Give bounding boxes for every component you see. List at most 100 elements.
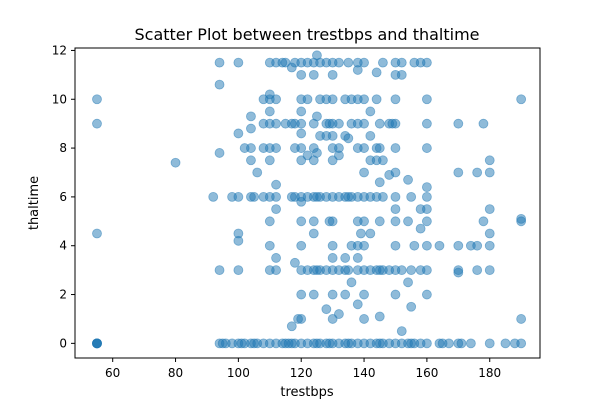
data-point <box>264 240 275 251</box>
x-tick-label: 160 <box>415 366 438 380</box>
data-point <box>421 240 432 251</box>
data-point <box>371 67 382 78</box>
data-point <box>214 79 225 90</box>
data-point <box>359 57 369 68</box>
data-point <box>340 253 351 263</box>
data-point <box>334 309 344 319</box>
data-point <box>500 338 511 349</box>
data-point <box>302 94 313 105</box>
data-point <box>359 216 369 227</box>
data-point <box>233 228 244 239</box>
data-point <box>271 118 281 129</box>
data-point <box>343 265 354 276</box>
data-point <box>271 204 281 215</box>
data-point <box>453 265 464 276</box>
data-point <box>378 191 388 202</box>
data-point <box>484 265 495 276</box>
data-point <box>286 321 297 332</box>
data-point <box>390 204 401 215</box>
chart-title: Scatter Plot between trestbps and thalti… <box>134 25 479 44</box>
data-point <box>352 299 363 310</box>
data-point <box>343 57 354 68</box>
data-point <box>390 143 401 153</box>
data-point <box>390 167 401 178</box>
data-point <box>334 143 344 153</box>
data-point <box>334 118 344 129</box>
data-point <box>434 240 445 251</box>
data-point <box>484 155 495 166</box>
data-point <box>371 94 382 105</box>
data-point <box>308 289 319 300</box>
data-point <box>233 128 244 139</box>
data-point <box>390 240 401 251</box>
data-point <box>92 94 102 105</box>
data-point <box>296 289 307 300</box>
data-point <box>443 338 454 349</box>
data-point <box>396 57 407 68</box>
data-point <box>327 216 338 227</box>
data-point <box>374 311 385 322</box>
ticks-layer: 60 80 100 120 140 160 180 0 2 4 6 8 10 12 <box>52 43 501 380</box>
data-point <box>214 265 225 276</box>
data-point <box>327 130 338 141</box>
x-tick-label: 60 <box>105 366 120 380</box>
data-point <box>359 118 369 129</box>
data-point <box>359 289 369 300</box>
y-axis-label: thaltime <box>27 176 42 230</box>
data-point <box>406 265 417 276</box>
data-point <box>365 228 376 239</box>
data-point <box>421 265 432 276</box>
data-point <box>271 191 281 202</box>
data-point <box>312 148 322 158</box>
data-point <box>359 94 369 105</box>
data-point <box>327 240 338 251</box>
points-layer <box>92 50 527 349</box>
data-point <box>484 204 495 215</box>
data-point <box>465 338 476 349</box>
y-tick-label: 10 <box>52 92 67 106</box>
data-point <box>308 228 319 239</box>
data-point <box>403 277 413 288</box>
data-point <box>92 118 102 129</box>
data-point <box>421 94 432 105</box>
data-point <box>346 277 357 288</box>
data-point <box>421 143 432 153</box>
data-point <box>390 216 401 227</box>
x-tick-label: 120 <box>290 366 313 380</box>
data-point <box>271 94 281 105</box>
data-point <box>378 155 388 166</box>
data-point <box>415 223 426 234</box>
data-point <box>390 191 401 202</box>
data-point <box>296 128 307 139</box>
data-point <box>516 314 527 324</box>
data-point <box>484 338 495 349</box>
data-point <box>453 240 464 251</box>
data-point <box>421 289 432 300</box>
data-point <box>484 228 495 239</box>
data-point <box>264 106 275 117</box>
data-point <box>396 326 407 337</box>
data-point <box>334 57 344 68</box>
data-point <box>246 143 256 153</box>
data-point <box>374 143 385 153</box>
data-point <box>327 94 338 105</box>
data-point <box>214 57 225 68</box>
data-point <box>478 118 489 129</box>
y-tick-label: 0 <box>59 336 67 350</box>
data-point <box>396 69 407 80</box>
data-point <box>365 106 376 117</box>
data-point <box>453 118 464 129</box>
x-tick-label: 80 <box>168 366 183 380</box>
x-tick-label: 140 <box>353 366 376 380</box>
data-point <box>365 130 376 141</box>
data-point <box>472 167 483 178</box>
data-point <box>308 69 319 80</box>
data-point <box>296 314 307 324</box>
data-point <box>271 143 281 153</box>
data-point <box>271 179 281 190</box>
y-tick-label: 6 <box>59 190 67 204</box>
data-point <box>456 338 467 349</box>
data-point <box>233 191 244 202</box>
data-point <box>374 216 385 227</box>
